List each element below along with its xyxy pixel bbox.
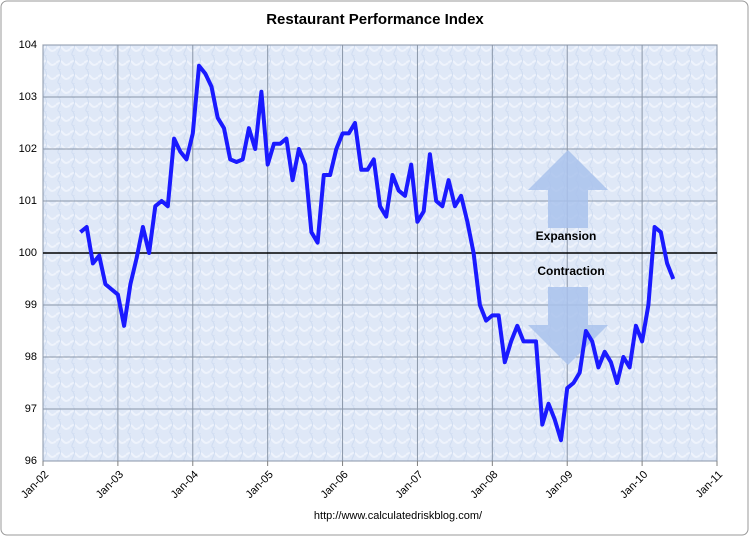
y-tick-label: 96 <box>25 455 37 467</box>
source: http://www.calculatedriskblog.com/ <box>314 510 483 522</box>
annotation: Contraction <box>537 264 604 278</box>
y-tick-label: 100 <box>19 247 37 259</box>
chart-title: Restaurant Performance Index <box>266 11 484 28</box>
y-tick-label: 103 <box>19 91 37 103</box>
y-tick-label: 97 <box>25 403 37 415</box>
annotation: Expansion <box>536 229 597 243</box>
contraction-arrow <box>528 287 608 365</box>
y-tick-label: 99 <box>25 299 37 311</box>
data-line <box>79 63 676 443</box>
y-tick-label: 98 <box>25 351 37 363</box>
y-tick-label: 101 <box>19 195 37 207</box>
expansion-arrow <box>528 150 608 228</box>
y-tick-label: 104 <box>19 39 37 51</box>
y-tick-label: 102 <box>19 143 37 155</box>
